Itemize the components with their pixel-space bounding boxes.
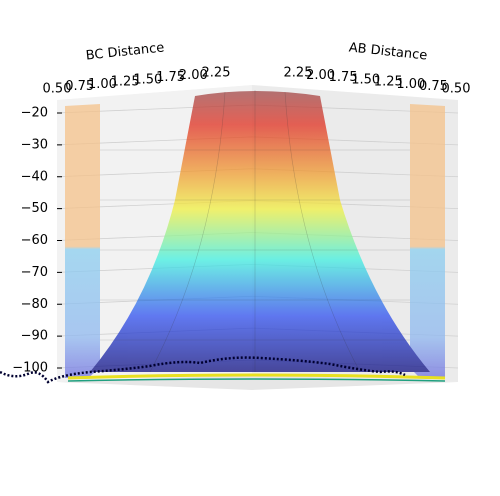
z-tick-label: −80 [21, 297, 48, 312]
y-tick-label: 1.75 [329, 70, 358, 85]
mesh [100, 90, 410, 373]
z-tick-label: −30 [21, 137, 48, 152]
surface-wall [410, 104, 445, 378]
y-tick-label: 1.25 [374, 75, 403, 90]
z-tick-label: −40 [21, 169, 48, 184]
contour [67, 378, 446, 382]
z-tick-label: −90 [21, 329, 48, 344]
z-tick-label: −50 [21, 201, 48, 216]
z-tick-label: −70 [21, 265, 48, 280]
z-tick-label: −20 [21, 106, 48, 121]
y-tick-label: 0.75 [419, 79, 448, 94]
x-axis-label: BC Distance [85, 40, 165, 63]
y-tick-label: 2.00 [306, 68, 335, 83]
y-tick-label: 0.50 [442, 82, 471, 97]
z-tick-label: −100 [12, 361, 48, 376]
ticks: −20−30−40−50−60−70−80−90−1000.500.751.00… [12, 66, 470, 376]
surface [65, 91, 445, 378]
x-tick-label: 0.50 [43, 82, 72, 97]
floor-pane [57, 375, 458, 390]
x-tick-label: 2.25 [202, 66, 231, 81]
contour [67, 373, 446, 380]
surface-peak [90, 91, 430, 372]
x-tick-label: 1.25 [111, 75, 140, 90]
z-tick-label: −60 [21, 233, 48, 248]
trajectory [0, 356, 406, 384]
surface-wall [65, 104, 100, 378]
x-tick-label: 2.00 [179, 68, 208, 83]
y-tick-label: 1.00 [396, 77, 425, 92]
y-axis-label: AB Distance [348, 40, 428, 63]
x-tick-label: 1.00 [88, 77, 117, 92]
x-tick-label: 0.75 [65, 79, 94, 94]
x-tick-label: 1.75 [156, 70, 185, 85]
y-tick-label: 2.25 [284, 66, 313, 81]
y-tick-label: 1.50 [351, 72, 380, 87]
x-tick-label: 1.50 [133, 72, 162, 87]
